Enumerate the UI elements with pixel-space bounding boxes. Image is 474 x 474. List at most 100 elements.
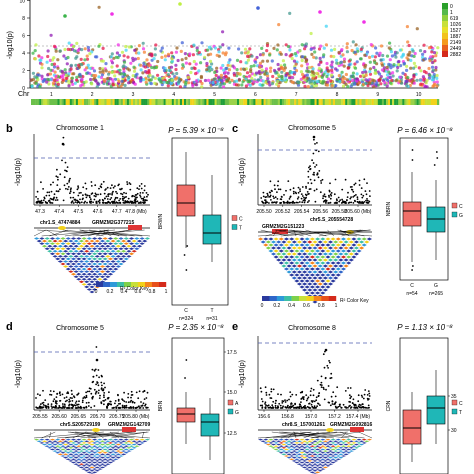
manhattan-y-tick: 4: [22, 51, 25, 57]
x-tick-label: 205.52: [275, 209, 291, 215]
panel-b: b Chromosome 1 -log10(p) 47.3 47.4 47.5 47.…: [6, 123, 243, 322]
manhattan-y-tick: 2: [22, 69, 25, 75]
panel-c-title: Chromosome 5: [288, 125, 336, 132]
panel-d-y-label: -log10(p): [15, 360, 22, 388]
box-y-label: BRWN: [158, 214, 164, 230]
panel-c-snp: chr5.S_205554728: [310, 217, 353, 223]
panel-b-colorkey-label: R² Color Key: [120, 286, 149, 292]
panel-c-letter: c: [232, 123, 238, 135]
color-key-tick: 0.2: [107, 289, 114, 295]
legend-label: G: [459, 213, 463, 219]
panel-e: e Chromosome 8 -log10(p) 156.6 156.8 157.0…: [232, 321, 463, 474]
chromosome-label: 2: [91, 92, 94, 98]
panel-d-snp: chr5.S205729199: [60, 422, 101, 428]
box-y-tick: 12.5: [227, 431, 237, 437]
box-T: [426, 395, 446, 425]
chromosome-label: 7: [295, 92, 298, 98]
panel-d-title: Chromosome 5: [56, 325, 104, 332]
color-key-tick: 0: [261, 303, 264, 309]
x-tick-label: 205.54: [294, 209, 310, 215]
box-y-label: CRN: [386, 400, 392, 411]
group-label: T: [210, 308, 213, 314]
panel-e-y-label: -log10(p): [239, 360, 246, 388]
x-tick-label: 205.65: [71, 414, 87, 420]
color-key-tick: 1: [165, 289, 168, 295]
chromosome-label: 10: [416, 92, 422, 98]
x-tick-label: 205.60 (Mb): [345, 209, 372, 215]
box-A: [176, 407, 196, 423]
legend-value: 1527: [450, 28, 461, 34]
x-tick-label: 205.58: [332, 209, 348, 215]
legend-label: C: [239, 217, 243, 223]
manhattan-y-tick: 10: [19, 0, 25, 5]
legend-label: G: [235, 410, 239, 416]
chromosome-label: 4: [172, 92, 175, 98]
x-tick-label: 156.6: [258, 414, 271, 420]
box-y-label: NBRN: [386, 202, 392, 217]
box-y-label: BRN: [158, 400, 164, 411]
color-key-tick: 0.6: [135, 289, 142, 295]
group-label: G: [434, 283, 438, 289]
panel-c: c Chromosome 5 -log10(p) 205.50 205.52 205…: [232, 123, 463, 309]
x-tick-label: 205.50: [256, 209, 272, 215]
color-key-tick: 0.4: [288, 303, 295, 309]
color-key-tick: 0.8: [149, 289, 156, 295]
legend-value: 0: [450, 4, 453, 10]
x-tick-label: 205.80 (Mb): [123, 414, 150, 420]
x-tick-label: 205.70: [90, 414, 106, 420]
x-tick-label: 47.3: [35, 209, 45, 215]
x-tick-label: 47.5: [74, 209, 84, 215]
manhattan-x-label: Chr: [18, 91, 30, 98]
box-C: [402, 409, 422, 445]
panel-d-gene: GRMZM2G142709: [108, 422, 150, 428]
legend-label: A: [235, 401, 239, 407]
legend-value: 619: [450, 16, 459, 22]
x-tick-label: 205.56: [313, 209, 329, 215]
group-label: C: [184, 308, 188, 314]
legend-value: 2882: [450, 52, 461, 58]
box-G: [200, 413, 220, 437]
panel-d-p-value: P = 2.35 × 10⁻⁸: [168, 323, 224, 332]
legend-value: 1026: [450, 22, 461, 28]
color-key-tick: 1: [335, 303, 338, 309]
x-tick-label: 47.8 (Mb): [125, 209, 147, 215]
x-tick-label: 205.75: [109, 414, 125, 420]
manhattan-y-tick: 0: [22, 86, 25, 92]
legend-label: T: [239, 226, 242, 232]
manhattan-y-label: -log10(p): [7, 31, 14, 59]
x-tick-label: 157.0: [305, 414, 318, 420]
chromosome-label: 8: [336, 92, 339, 98]
panel-b-gene: GRMZM2G377215: [92, 220, 134, 226]
panel-b-snp: chr1.S_47474884: [40, 220, 81, 226]
count-label: n=324: [179, 316, 193, 322]
count-label: n=54: [406, 291, 417, 297]
box-C: [402, 201, 422, 227]
panel-c-gene: GRMZM2G151223: [262, 224, 304, 230]
x-tick-label: 47.7: [112, 209, 122, 215]
x-tick-label: 47.6: [93, 209, 103, 215]
panel-e-gene: GRMZM2G092816: [330, 422, 372, 428]
panel-b-p-value: P = 5.39 × 10⁻⁸: [168, 126, 224, 135]
manhattan-y-tick: 6: [22, 34, 25, 40]
panel-b-title: Chromosome 1: [56, 125, 104, 132]
panel-c-y-label: -log10(p): [239, 158, 246, 186]
box-y-tick: 35: [451, 394, 457, 400]
panel-e-letter: e: [232, 321, 238, 333]
color-key-tick: 0.6: [303, 303, 310, 309]
x-tick-label: 157.4 (Mb): [346, 414, 371, 420]
box-y-tick: 17.5: [227, 350, 237, 356]
legend-label: C: [459, 401, 463, 407]
color-key-tick: 0.2: [273, 303, 280, 309]
panel-e-title: Chromosome 8: [288, 325, 336, 332]
color-key-tick: 0.8: [318, 303, 325, 309]
count-label: n=31: [206, 316, 217, 322]
box-T: [202, 214, 222, 245]
color-key-tick: 0.4: [121, 289, 128, 295]
panel-e-snp: chr8.S_157001261: [282, 422, 325, 428]
panel-c-colorkey-label: R² Color Key: [340, 298, 369, 304]
box-y-tick: 15.0: [227, 390, 237, 396]
x-tick-label: 156.8: [281, 414, 294, 420]
chromosome-label: 1: [50, 92, 53, 98]
legend-value: 1887: [450, 34, 461, 40]
legend-value: 1: [450, 10, 453, 16]
